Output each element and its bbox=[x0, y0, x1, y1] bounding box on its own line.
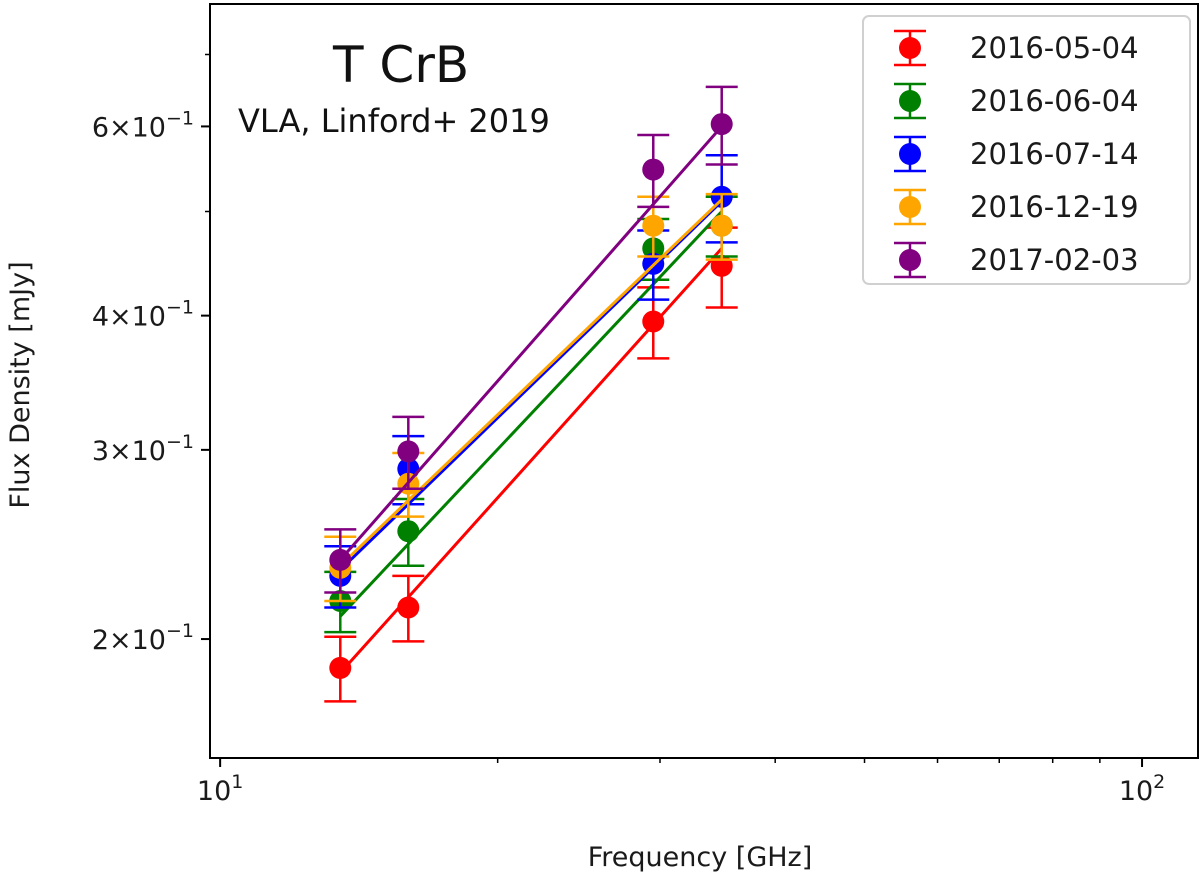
x-tick-label: 102 bbox=[1119, 771, 1165, 807]
fit-line bbox=[339, 198, 723, 567]
fit-line bbox=[339, 125, 723, 561]
data-point bbox=[397, 596, 420, 619]
plot-content bbox=[324, 85, 738, 703]
data-point bbox=[710, 113, 733, 136]
legend-label: 2016-05-04 bbox=[970, 31, 1139, 65]
fit-line bbox=[339, 210, 723, 618]
legend-label: 2017-02-03 bbox=[970, 243, 1139, 277]
data-point bbox=[397, 440, 420, 463]
legend-item: 2017-02-03 bbox=[894, 241, 1139, 279]
data-point bbox=[642, 158, 665, 181]
legend-label: 2016-07-14 bbox=[970, 137, 1139, 171]
x-axis: 101 102 bbox=[197, 758, 1165, 807]
legend-marker bbox=[899, 196, 921, 218]
legend-items: 2016-05-04 2016-06-04 2016-07-14 2016-12-19… bbox=[894, 29, 1139, 279]
data-point bbox=[397, 520, 420, 543]
legend-label: 2016-12-19 bbox=[970, 190, 1139, 224]
x-axis-label: Frequency [GHz] bbox=[588, 842, 813, 873]
legend-label: 2016-06-04 bbox=[970, 84, 1139, 118]
series-2016-12-19 bbox=[324, 192, 738, 603]
series-2016-05-04 bbox=[324, 226, 738, 703]
legend: 2016-05-04 2016-06-04 2016-07-14 2016-12-19… bbox=[862, 15, 1191, 285]
data-point bbox=[642, 310, 665, 333]
y-tick-label: 4×10−1 bbox=[92, 297, 194, 333]
data-point bbox=[329, 656, 352, 679]
y-tick-label: 2×10−1 bbox=[92, 620, 194, 656]
chart-title: T CrB bbox=[332, 36, 469, 94]
data-point bbox=[642, 214, 665, 237]
x-tick-label: 101 bbox=[197, 771, 243, 807]
data-point bbox=[710, 214, 733, 237]
y-axis: 2×10−1 3×10−1 4×10−1 6×10−1 bbox=[92, 53, 210, 656]
legend-marker bbox=[899, 37, 921, 59]
legend-box bbox=[862, 15, 1191, 285]
legend-item: 2016-12-19 bbox=[894, 188, 1139, 226]
legend-marker bbox=[899, 143, 921, 165]
legend-item: 2016-05-04 bbox=[894, 29, 1139, 67]
series-2017-02-03 bbox=[324, 85, 738, 594]
data-point bbox=[329, 548, 352, 571]
legend-marker bbox=[899, 90, 921, 112]
chart-subtitle: VLA, Linford+ 2019 bbox=[238, 102, 550, 140]
legend-item: 2016-06-04 bbox=[894, 82, 1139, 120]
plot-frame bbox=[209, 3, 1199, 759]
legend-marker bbox=[899, 249, 921, 271]
y-tick-label: 6×10−1 bbox=[92, 107, 194, 143]
y-tick-label: 3×10−1 bbox=[92, 431, 194, 467]
y-axis-label: Flux Density [mJy] bbox=[5, 261, 36, 508]
legend-item: 2016-07-14 bbox=[894, 135, 1139, 173]
series-2016-06-04 bbox=[324, 195, 738, 634]
